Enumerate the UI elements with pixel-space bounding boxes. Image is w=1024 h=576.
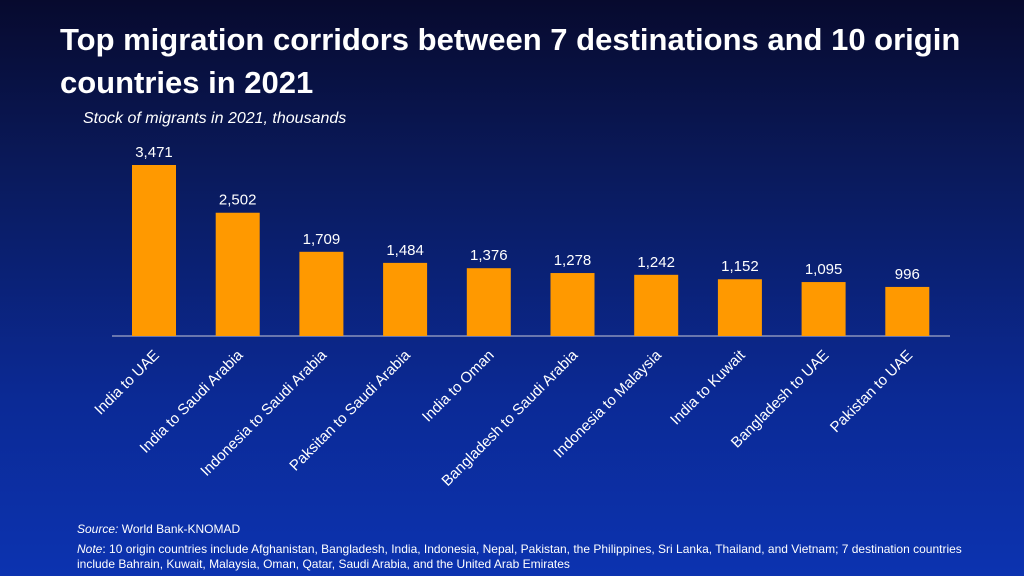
- x-tick-label: Pakistan to UAE: [827, 347, 916, 436]
- bar: [634, 274, 679, 336]
- data-label: 3,471: [135, 144, 173, 161]
- bar: [717, 279, 762, 336]
- note-label: Note: [77, 542, 103, 556]
- note-text: : 10 origin countries include Afghanista…: [77, 542, 962, 571]
- data-label: 1,484: [386, 242, 424, 259]
- x-tick-label: Bangladesh to Saudi Arabia: [438, 346, 581, 489]
- bar: [885, 286, 930, 336]
- data-label: 1,242: [637, 254, 675, 271]
- x-tick-label: India to Oman: [419, 347, 498, 426]
- bar: [215, 212, 260, 336]
- data-label: 1,278: [554, 252, 592, 269]
- note-line: Note: 10 origin countries include Afghan…: [77, 542, 977, 572]
- source-line: Source: World Bank-KNOMAD: [77, 522, 240, 537]
- chart-title: Top migration corridors between 7 destin…: [60, 22, 961, 100]
- chart-subtitle: Stock of migrants in 2021, thousands: [83, 110, 347, 127]
- bar: [550, 273, 595, 336]
- bar: [466, 268, 511, 336]
- data-label: 996: [895, 266, 920, 283]
- bar: [801, 282, 846, 336]
- data-label: 1,709: [303, 231, 341, 248]
- bar: [299, 251, 344, 336]
- data-label: 1,152: [721, 258, 759, 275]
- x-tick-label: India to UAE: [91, 347, 163, 419]
- source-text: World Bank-KNOMAD: [121, 522, 241, 536]
- bar: [132, 165, 176, 336]
- data-label: 2,502: [219, 192, 257, 209]
- x-tick-label: India to Kuwait: [667, 346, 749, 428]
- data-label: 1,095: [805, 261, 843, 278]
- bar: [383, 262, 428, 336]
- data-label: 1,376: [470, 247, 508, 264]
- source-label: Source:: [77, 522, 119, 536]
